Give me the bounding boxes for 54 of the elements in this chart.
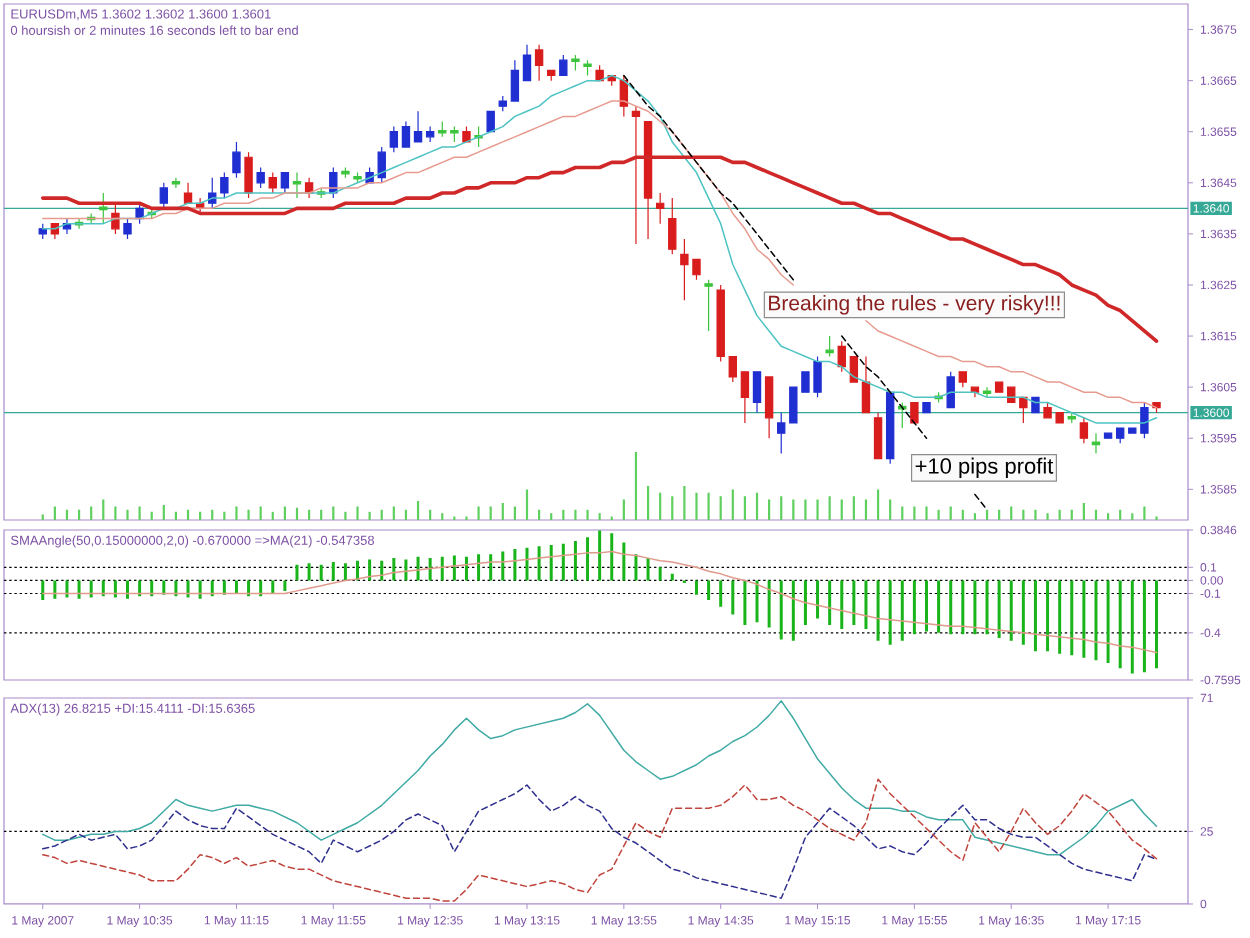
candlestick xyxy=(1091,432,1101,455)
candlestick xyxy=(159,182,169,209)
candlestick xyxy=(764,376,774,439)
candlestick xyxy=(486,110,495,133)
candlestick xyxy=(777,412,786,455)
candlestick xyxy=(849,355,859,383)
candlestick xyxy=(1031,396,1040,414)
candlestick xyxy=(571,54,580,72)
candlestick xyxy=(716,284,725,363)
candlestick xyxy=(946,371,955,409)
candlestick xyxy=(510,59,520,102)
candlestick xyxy=(1067,412,1076,424)
candlestick xyxy=(99,192,108,225)
candlestick xyxy=(268,171,277,194)
candlestick xyxy=(873,412,883,460)
candlestick xyxy=(256,166,265,189)
candlestick xyxy=(425,126,435,143)
candlestick xyxy=(389,126,399,153)
candlestick xyxy=(292,171,302,199)
candlestick xyxy=(353,171,362,184)
candlestick xyxy=(982,386,992,398)
candlestick xyxy=(401,120,411,148)
candlestick xyxy=(220,171,229,199)
candlestick xyxy=(547,69,556,82)
candlestick xyxy=(171,177,181,189)
candlestick xyxy=(123,217,132,240)
candlestick xyxy=(244,151,253,199)
candlestick xyxy=(922,401,931,414)
candlestick xyxy=(462,126,471,143)
candlestick xyxy=(861,355,871,414)
candlestick xyxy=(704,279,713,332)
candlestick xyxy=(728,355,737,383)
candlestick xyxy=(522,44,532,82)
candlestick xyxy=(885,391,895,465)
candlestick xyxy=(341,166,350,179)
candlestick xyxy=(1103,432,1113,439)
candlestick xyxy=(559,54,568,77)
candlestick xyxy=(958,371,968,388)
candlestick xyxy=(413,110,423,143)
candlestick xyxy=(752,371,762,414)
candlestick xyxy=(534,44,544,82)
annotation: Breaking the rules - very risky!!! xyxy=(769,295,1060,315)
candlestick xyxy=(498,95,507,112)
candlestick xyxy=(1115,427,1125,444)
candlestick xyxy=(183,182,193,204)
candlestick xyxy=(232,141,241,179)
candlestick xyxy=(1079,417,1089,444)
candlestick xyxy=(583,59,592,77)
candlestick xyxy=(740,371,750,424)
candlestick xyxy=(994,381,1004,393)
candlestick xyxy=(910,401,919,424)
candlestick xyxy=(280,171,290,194)
annotation: +10 pips profit xyxy=(915,457,1054,479)
candlestick xyxy=(668,197,677,255)
